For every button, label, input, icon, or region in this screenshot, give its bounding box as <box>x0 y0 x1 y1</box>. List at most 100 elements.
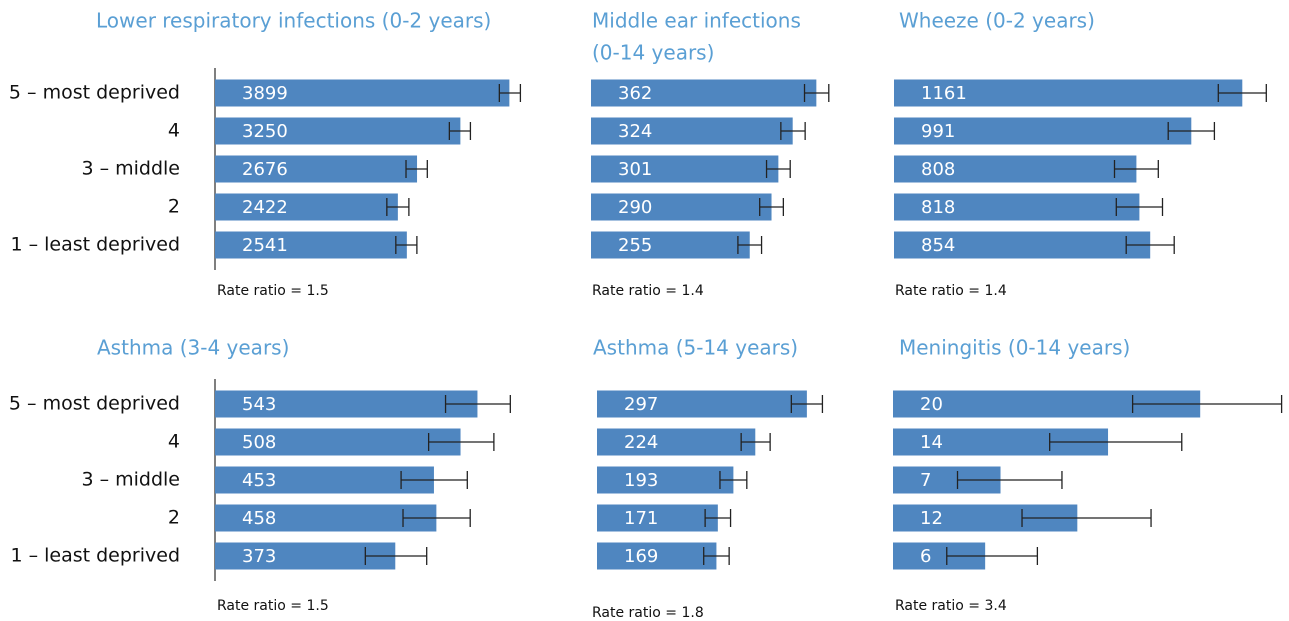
bar <box>591 193 772 221</box>
panel-title: Asthma (5-14 years) <box>593 336 798 360</box>
bar <box>597 390 807 418</box>
value-label: 1161 <box>921 83 967 104</box>
error-bar <box>803 84 830 102</box>
bar <box>215 466 434 494</box>
error-bar <box>444 395 511 413</box>
rate-ratio-note: Rate ratio = 1.5 <box>217 283 329 299</box>
rate-ratio-note: Rate ratio = 3.4 <box>895 598 1007 614</box>
error-bar <box>1113 160 1159 178</box>
error-bar <box>1021 509 1152 527</box>
category-label: 2 <box>168 507 180 529</box>
value-label: 543 <box>242 394 276 415</box>
category-label: 2 <box>168 196 180 218</box>
value-label: 7 <box>920 470 931 491</box>
value-label: 6 <box>920 546 931 567</box>
value-label: 818 <box>921 197 955 218</box>
error-bar <box>498 84 522 102</box>
error-bar <box>946 547 1039 565</box>
bar <box>215 231 407 259</box>
value-label: 362 <box>618 83 652 104</box>
bar <box>894 231 1151 259</box>
value-label: 508 <box>242 432 276 453</box>
error-bar <box>1049 433 1183 451</box>
bar <box>215 504 437 532</box>
bar <box>597 542 717 570</box>
bar <box>215 79 510 107</box>
error-bar <box>790 395 824 413</box>
value-label: 193 <box>624 470 658 491</box>
bar <box>597 504 718 532</box>
value-label: 2541 <box>242 235 288 256</box>
rate-ratio-note: Rate ratio = 1.5 <box>217 598 329 614</box>
error-bar <box>704 509 732 527</box>
bar <box>215 390 478 418</box>
panel-title: Meningitis (0-14 years) <box>899 336 1130 360</box>
value-label: 854 <box>921 235 955 256</box>
error-bar <box>740 433 771 451</box>
panel-title: Lower respiratory infections (0-2 years) <box>96 9 491 33</box>
value-label: 373 <box>242 546 276 567</box>
error-bar <box>1115 198 1164 216</box>
bar <box>894 117 1192 145</box>
category-label: 3 – middle <box>81 158 180 180</box>
bar <box>215 193 398 221</box>
error-bar <box>1217 84 1267 102</box>
category-label: 4 <box>168 120 180 142</box>
error-bar <box>427 433 495 451</box>
error-bar <box>448 122 472 140</box>
value-label: 171 <box>624 508 658 529</box>
error-bar <box>1131 395 1283 413</box>
error-bar <box>1125 236 1175 254</box>
error-bar <box>719 471 748 489</box>
bar <box>591 231 750 259</box>
value-label: 2676 <box>242 159 288 180</box>
panel-title: Wheeze (0-2 years) <box>899 9 1095 33</box>
panel-title: (0-14 years) <box>592 41 714 65</box>
value-label: 20 <box>920 394 943 415</box>
error-bar <box>364 547 428 565</box>
rate-ratio-note: Rate ratio = 1.4 <box>592 283 704 299</box>
category-label: 4 <box>168 431 180 453</box>
value-label: 2422 <box>242 197 288 218</box>
bar <box>215 155 418 183</box>
value-label: 453 <box>242 470 276 491</box>
value-label: 3250 <box>242 121 288 142</box>
error-bar <box>737 236 763 254</box>
panel-title: Asthma (3-4 years) <box>97 336 289 360</box>
value-label: 169 <box>624 546 658 567</box>
value-label: 991 <box>921 121 955 142</box>
error-bar <box>956 471 1063 489</box>
value-label: 224 <box>624 432 658 453</box>
category-label: 1 – least deprived <box>10 234 180 256</box>
error-bar <box>402 509 471 527</box>
error-bar <box>703 547 730 565</box>
bar <box>215 428 461 456</box>
bar <box>597 466 734 494</box>
rate-ratio-note: Rate ratio = 1.4 <box>895 283 1007 299</box>
value-label: 12 <box>920 508 943 529</box>
value-label: 808 <box>921 159 955 180</box>
error-bar <box>386 198 410 216</box>
bar <box>591 117 793 145</box>
value-label: 3899 <box>242 83 288 104</box>
panel-title: Middle ear infections <box>592 9 801 33</box>
value-label: 255 <box>618 235 652 256</box>
rate-ratio-note: Rate ratio = 1.8 <box>592 605 704 621</box>
error-bar <box>780 122 806 140</box>
bar <box>894 155 1137 183</box>
category-label: 1 – least deprived <box>10 545 180 567</box>
error-bar <box>759 198 785 216</box>
value-label: 324 <box>618 121 652 142</box>
error-bar <box>1167 122 1216 140</box>
value-label: 297 <box>624 394 658 415</box>
error-bar <box>405 160 428 178</box>
bar <box>215 117 461 145</box>
bar <box>597 428 756 456</box>
category-label: 5 – most deprived <box>9 82 180 104</box>
value-label: 14 <box>920 432 943 453</box>
category-label: 3 – middle <box>81 469 180 491</box>
bar <box>894 193 1140 221</box>
bar <box>591 155 779 183</box>
bar <box>894 79 1243 107</box>
